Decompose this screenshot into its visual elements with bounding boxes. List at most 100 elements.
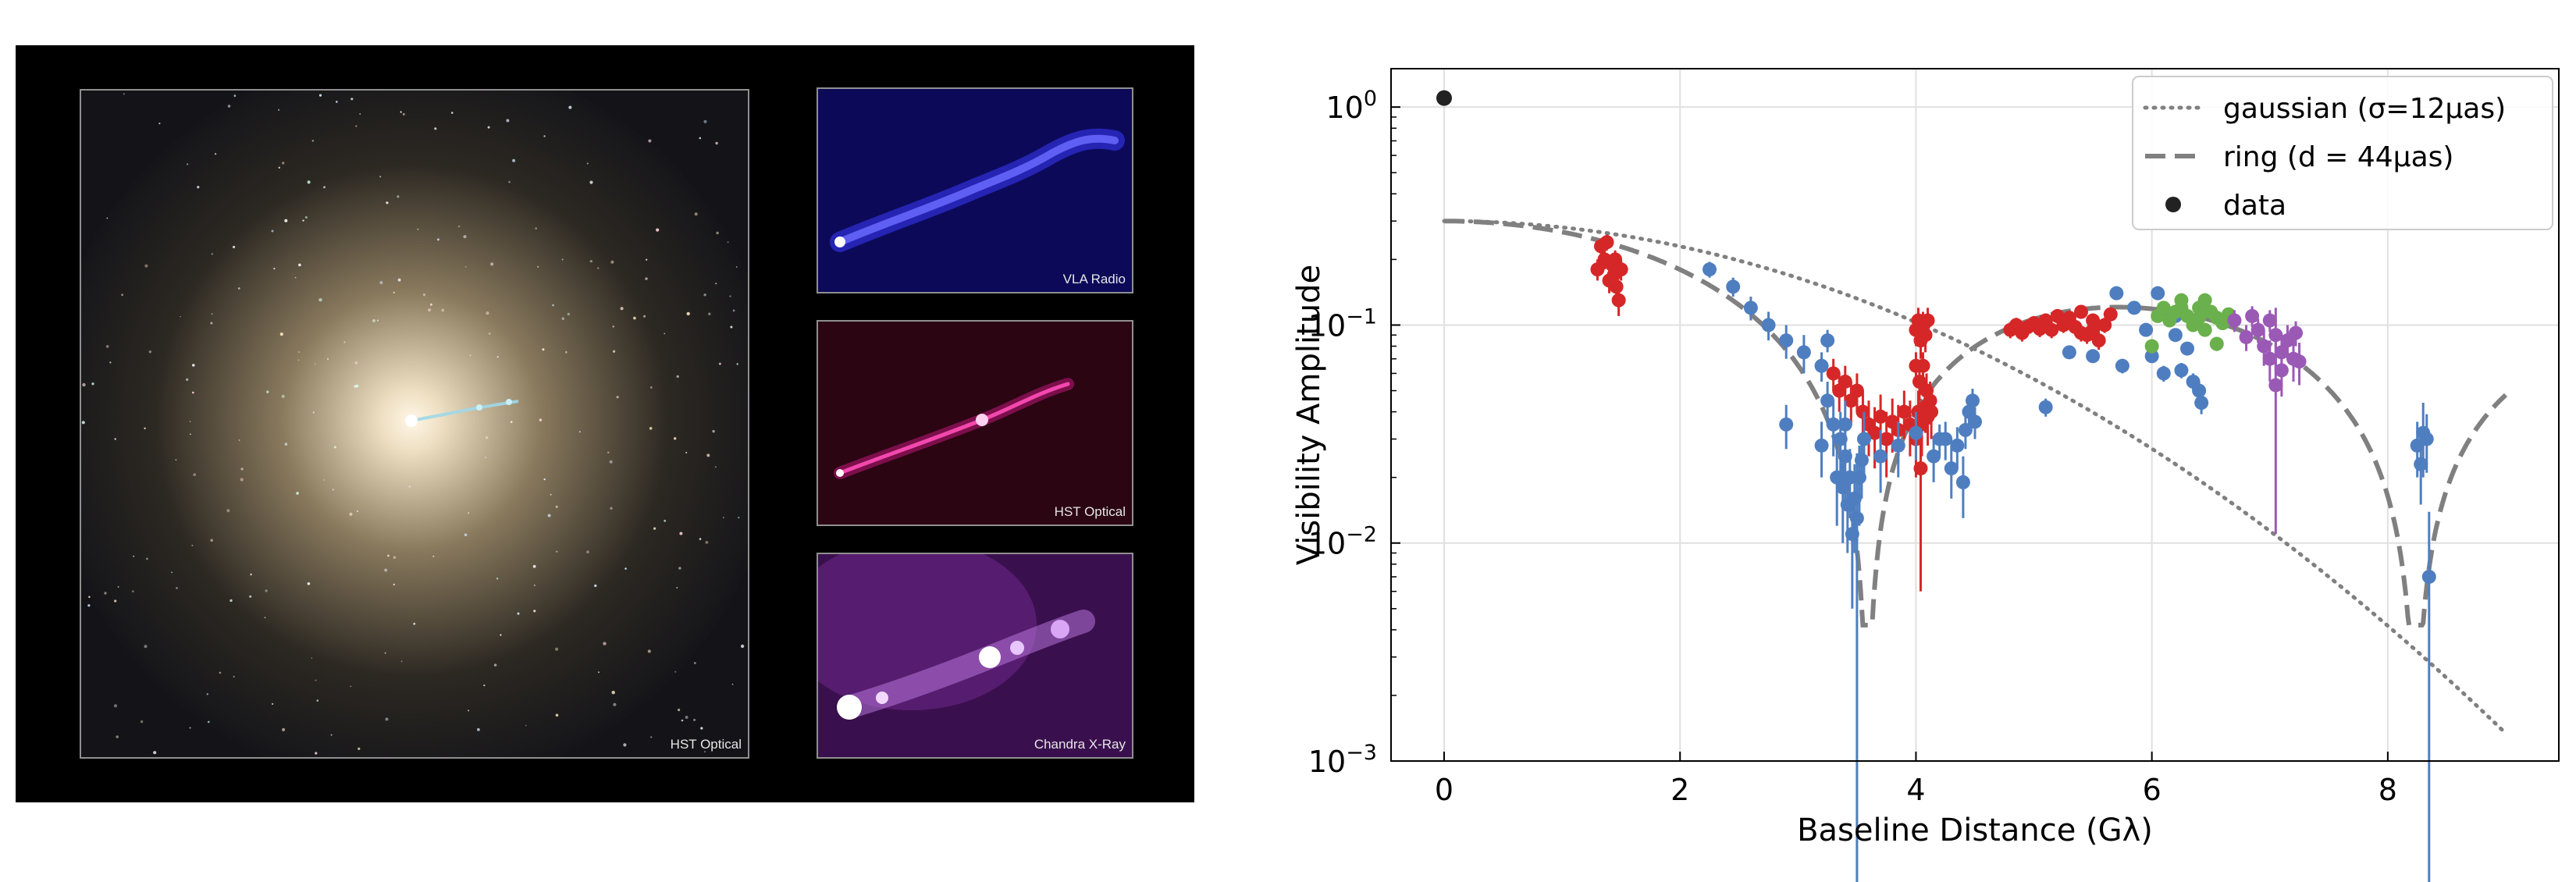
main-image-label: HST Optical <box>670 737 742 752</box>
star <box>620 307 624 311</box>
data-point <box>2192 311 2207 325</box>
star <box>567 312 571 316</box>
star <box>556 550 558 553</box>
star <box>384 568 388 572</box>
star <box>656 228 660 232</box>
star <box>318 94 322 97</box>
star <box>678 567 681 570</box>
data-point <box>1924 404 1939 419</box>
star <box>284 219 288 222</box>
star <box>278 108 280 111</box>
star <box>189 727 191 729</box>
data-point <box>1918 328 1933 343</box>
star <box>483 685 486 687</box>
star <box>623 743 627 747</box>
data-point <box>2127 301 2141 315</box>
star <box>586 162 589 165</box>
star <box>598 671 600 674</box>
star <box>233 245 236 249</box>
legend-box <box>2132 76 2553 230</box>
data-point <box>2192 383 2207 398</box>
star <box>312 411 315 414</box>
star <box>568 105 572 109</box>
optical-jet-illustration <box>818 322 1132 525</box>
star <box>610 260 614 264</box>
x-tick-label: 8 <box>2379 773 2397 807</box>
star <box>555 713 559 717</box>
star <box>650 386 653 389</box>
star <box>417 228 419 230</box>
star <box>477 727 480 731</box>
star <box>533 584 535 586</box>
star <box>594 584 597 588</box>
chandra-xray-image: Chandra X-Ray <box>817 553 1133 759</box>
gaussian-model-curve <box>1442 219 2508 736</box>
star <box>613 702 617 706</box>
data-point <box>1854 453 1869 468</box>
star <box>190 433 191 435</box>
star <box>282 727 286 731</box>
star <box>385 717 389 721</box>
star <box>233 94 237 98</box>
star <box>708 312 711 315</box>
star <box>323 479 326 481</box>
star <box>496 356 499 358</box>
star <box>647 649 651 653</box>
data-point <box>1849 510 1864 525</box>
star <box>735 266 738 268</box>
star <box>315 752 318 755</box>
star <box>296 492 299 495</box>
optical-jet-label: HST Optical <box>1054 504 1126 519</box>
star <box>561 258 564 261</box>
star <box>543 478 546 481</box>
star <box>674 437 677 440</box>
star <box>266 390 269 393</box>
star <box>180 315 181 318</box>
star <box>354 361 358 365</box>
data-point <box>2421 569 2436 584</box>
star <box>664 333 666 335</box>
star <box>589 260 592 263</box>
star <box>81 421 85 425</box>
data-point <box>1955 475 1970 489</box>
star <box>311 657 313 659</box>
data-point <box>1891 438 1905 453</box>
star <box>653 527 656 530</box>
star <box>686 311 690 316</box>
star <box>542 348 545 351</box>
data-point <box>2091 333 2106 348</box>
data-point <box>1814 438 1829 453</box>
data-point <box>2097 318 2112 333</box>
star <box>676 375 679 378</box>
star <box>468 512 469 514</box>
star <box>441 308 444 312</box>
star <box>650 736 653 738</box>
data-point <box>2197 293 2212 308</box>
data-point <box>1913 461 1928 476</box>
star <box>586 550 589 554</box>
star <box>685 451 688 453</box>
data-point <box>1838 374 1852 389</box>
star <box>487 126 490 129</box>
star <box>376 319 379 322</box>
data-point <box>1838 417 1852 432</box>
data-point <box>1873 449 1888 464</box>
data-point <box>1950 438 1965 453</box>
star <box>699 538 702 540</box>
star <box>397 278 401 282</box>
star <box>525 724 527 727</box>
star <box>233 675 235 678</box>
x-tick-label: 0 <box>1435 773 1453 807</box>
star <box>279 333 283 336</box>
data-point <box>2062 345 2076 360</box>
star <box>114 704 117 708</box>
star <box>191 544 194 547</box>
y-tick-label: 100 <box>1325 87 1377 125</box>
axis-ticks: 0 2 4 6 8 100 10−1 10−2 10−3 <box>1308 87 2397 807</box>
star <box>332 488 335 491</box>
star <box>681 719 684 722</box>
star <box>282 162 285 165</box>
star <box>715 283 717 285</box>
data-point <box>1867 425 1882 440</box>
star <box>144 264 148 268</box>
